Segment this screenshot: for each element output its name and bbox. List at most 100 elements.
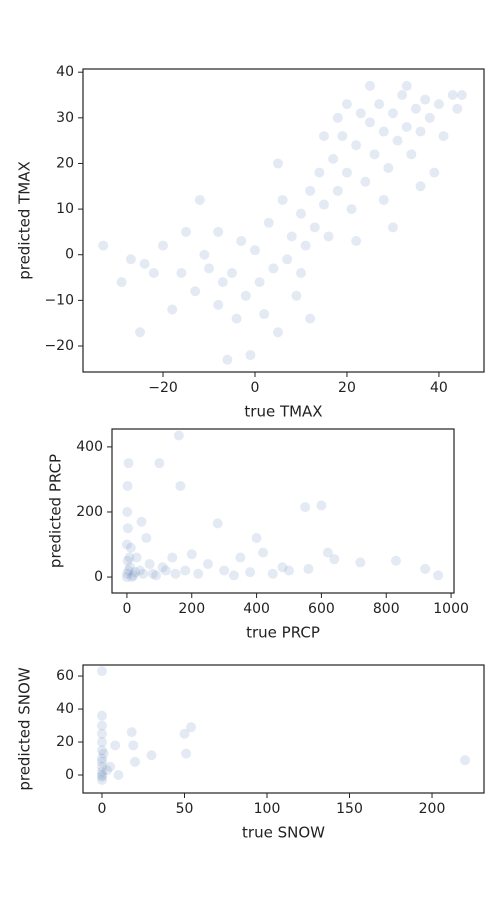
x-tick-label: −20 — [148, 380, 178, 396]
point — [96, 771, 107, 782]
y-tick-label: 20 — [56, 155, 74, 171]
point — [181, 748, 192, 759]
point — [267, 568, 278, 579]
point — [122, 506, 133, 517]
point — [96, 710, 107, 721]
point — [305, 185, 316, 196]
point — [219, 565, 230, 576]
point — [406, 149, 417, 160]
point — [199, 249, 210, 260]
point — [141, 533, 152, 544]
point — [147, 568, 158, 579]
point — [122, 523, 133, 534]
point — [204, 263, 215, 274]
point — [160, 565, 171, 576]
point — [173, 430, 184, 441]
point — [346, 204, 357, 215]
point — [272, 327, 283, 338]
point — [101, 765, 112, 776]
point — [291, 290, 302, 301]
x-tick-label: 40 — [430, 380, 448, 396]
point — [401, 121, 412, 132]
point — [258, 547, 269, 558]
point — [105, 761, 116, 772]
y-tick-label: −20 — [44, 338, 74, 354]
point — [360, 176, 371, 187]
axes-frame — [82, 68, 485, 373]
point — [251, 533, 262, 544]
point — [217, 277, 228, 288]
x-tick-label: 1000 — [433, 601, 469, 617]
point — [213, 226, 224, 237]
point — [456, 90, 467, 101]
point — [452, 103, 463, 114]
point — [355, 557, 366, 568]
point — [318, 199, 329, 210]
point — [144, 559, 155, 570]
x-tick-label: 0 — [251, 380, 260, 396]
point — [420, 94, 431, 105]
point — [139, 258, 150, 269]
point — [374, 99, 385, 110]
x-tick-label: 50 — [176, 801, 194, 817]
point — [123, 565, 134, 576]
point — [283, 565, 294, 576]
point — [129, 756, 140, 767]
x-tick-label: 150 — [336, 801, 363, 817]
point — [438, 131, 449, 142]
point — [305, 313, 316, 324]
x-tick-label: 100 — [254, 801, 281, 817]
point — [186, 549, 197, 560]
point — [167, 552, 178, 563]
y-tick-label: 0 — [65, 247, 74, 263]
point — [96, 753, 107, 764]
point — [180, 565, 191, 576]
point — [96, 770, 107, 781]
point — [282, 254, 293, 265]
point — [96, 766, 107, 777]
point — [433, 570, 444, 581]
point — [429, 167, 440, 178]
point — [125, 542, 136, 553]
point — [96, 737, 107, 748]
x-tick-label: 200 — [419, 801, 446, 817]
point — [122, 568, 133, 579]
x-tick-label: 600 — [308, 601, 335, 617]
y-tick-label: 40 — [56, 701, 74, 717]
x-tick-label: 0 — [98, 801, 107, 817]
point — [392, 135, 403, 146]
point — [245, 350, 256, 361]
point — [369, 149, 380, 160]
point — [240, 290, 251, 301]
point — [122, 555, 133, 566]
point — [128, 570, 139, 581]
point — [113, 770, 124, 781]
point — [272, 158, 283, 169]
y-tick-label: 0 — [65, 767, 74, 783]
point — [135, 327, 146, 338]
point — [329, 554, 340, 565]
point — [179, 728, 190, 739]
axes-frame — [111, 428, 455, 594]
point — [134, 565, 145, 576]
point — [226, 267, 237, 278]
point — [332, 112, 343, 123]
point — [124, 552, 135, 563]
point — [295, 208, 306, 219]
point — [98, 748, 109, 759]
y-tick-label: 20 — [56, 734, 74, 750]
point — [126, 727, 137, 738]
x-axis-label: true TMAX — [244, 403, 322, 421]
point — [96, 666, 107, 677]
point — [190, 286, 201, 297]
point — [355, 108, 366, 119]
point — [383, 163, 394, 174]
point — [277, 562, 288, 573]
point — [387, 108, 398, 119]
point — [138, 568, 149, 579]
point — [245, 567, 256, 578]
point — [303, 563, 314, 574]
point — [170, 568, 181, 579]
y-tick-label: 200 — [76, 504, 103, 520]
point — [323, 231, 334, 242]
